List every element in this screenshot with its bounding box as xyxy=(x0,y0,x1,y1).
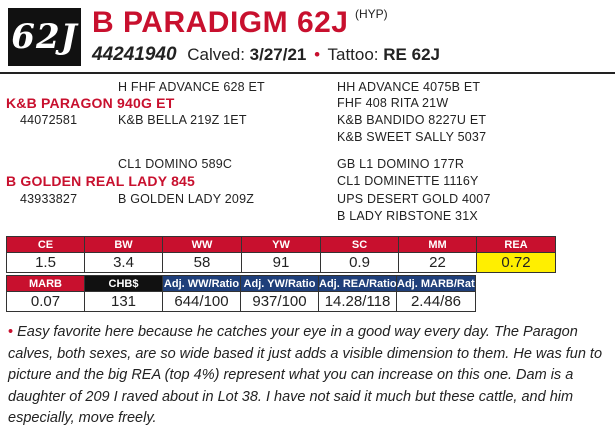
epd-value-yw: 91 xyxy=(241,252,321,273)
lot-comment: • Easy favorite here because he catches y… xyxy=(8,322,610,430)
epd-value-row: 1.5 3.4 58 91 0.9 22 0.72 xyxy=(6,252,556,273)
sire-registration: 44072581 xyxy=(20,113,78,127)
epd-header-mm: MM xyxy=(398,236,477,253)
calved-date: 3/27/21 xyxy=(249,45,307,64)
dam-dam: B GOLDEN LADY 209Z xyxy=(118,192,255,206)
epd-value-ww: 58 xyxy=(162,252,242,273)
registration-info: 44241940 Calved: 3/27/21 • Tattoo: RE 62… xyxy=(92,44,440,66)
ratio-header-adj-rea: Adj. REA/Ratio xyxy=(318,275,397,292)
sire-sire-sire: HH ADVANCE 4075B ET xyxy=(337,80,481,94)
dam-registration: 43933827 xyxy=(20,192,78,206)
ratio-header-marb: MARB xyxy=(6,275,85,292)
dam-sire: CL1 DOMINO 589C xyxy=(118,157,233,171)
tattoo-value: RE 62J xyxy=(383,45,440,64)
ratio-value-marb: 0.07 xyxy=(6,291,85,312)
sire-sire-dam: FHF 408 RITA 21W xyxy=(337,96,449,110)
dam-dam-sire: UPS DESERT GOLD 4007 xyxy=(337,192,491,206)
comment-text: Easy favorite here because he catches yo… xyxy=(8,324,603,426)
epd-table-1: CE BW WW YW SC MM REA 1.5 3.4 58 91 0.9 … xyxy=(6,236,556,273)
ratio-header-adj-ww: Adj. WW/Ratio xyxy=(162,275,241,292)
calved-label: Calved: xyxy=(187,45,245,64)
ratio-value-chb: 131 xyxy=(84,291,163,312)
ratio-header-chb: CHB$ xyxy=(84,275,163,292)
ratio-header-adj-yw: Adj. YW/Ratio xyxy=(240,275,319,292)
hyp-tag: (HYP) xyxy=(354,7,388,21)
epd-value-rea: 0.72 xyxy=(476,252,556,273)
epd-header-row: CE BW WW YW SC MM REA xyxy=(6,236,556,253)
dam-sire-dam: CL1 DOMINETTE 1116Y xyxy=(337,174,479,188)
dam-dam-dam: B LADY RIBSTONE 31X xyxy=(337,209,478,223)
sire-dam-sire: K&B BANDIDO 8227U ET xyxy=(337,113,487,127)
ratio-value-adj-ww: 644/100 xyxy=(162,291,241,312)
epd-header-yw: YW xyxy=(241,236,321,253)
epd-header-sc: SC xyxy=(320,236,399,253)
tattoo-label: Tattoo: xyxy=(327,45,379,64)
epd-header-rea: REA xyxy=(476,236,556,253)
sire-dam-dam: K&B SWEET SALLY 5037 xyxy=(337,130,487,144)
epd-value-mm: 22 xyxy=(398,252,477,273)
ratio-header-row: MARB CHB$ Adj. WW/Ratio Adj. YW/Ratio Ad… xyxy=(6,275,476,292)
separator-dot: • xyxy=(314,45,321,64)
dam-name: B GOLDEN REAL LADY 845 xyxy=(6,173,196,189)
epd-header-bw: BW xyxy=(84,236,163,253)
ratio-value-adj-rea: 14.28/118 xyxy=(318,291,397,312)
sire-sire: H FHF ADVANCE 628 ET xyxy=(118,80,265,94)
epd-header-ww: WW xyxy=(162,236,242,253)
ratio-value-row: 0.07 131 644/100 937/100 14.28/118 2.44/… xyxy=(6,291,476,312)
epd-value-ce: 1.5 xyxy=(6,252,85,273)
epd-value-sc: 0.9 xyxy=(320,252,399,273)
header-divider xyxy=(0,72,615,74)
animal-name-line: B PARADIGM 62J (HYP) xyxy=(92,6,388,40)
ratio-value-adj-yw: 937/100 xyxy=(240,291,319,312)
sire-name: K&B PARAGON 940G ET xyxy=(6,95,175,111)
epd-table-2: MARB CHB$ Adj. WW/Ratio Adj. YW/Ratio Ad… xyxy=(6,275,476,312)
registration-number: 44241940 xyxy=(92,44,177,65)
comment-bullet: • xyxy=(8,324,14,340)
ratio-value-adj-marb: 2.44/86 xyxy=(396,291,476,312)
sire-dam: K&B BELLA 219Z 1ET xyxy=(118,113,247,127)
lot-number-badge: 62J xyxy=(8,8,81,66)
dam-sire-sire: GB L1 DOMINO 177R xyxy=(337,157,465,171)
epd-value-bw: 3.4 xyxy=(84,252,163,273)
epd-header-ce: CE xyxy=(6,236,85,253)
animal-name: B PARADIGM 62J xyxy=(92,6,349,39)
ratio-header-adj-marb: Adj. MARB/Ratio xyxy=(396,275,476,292)
